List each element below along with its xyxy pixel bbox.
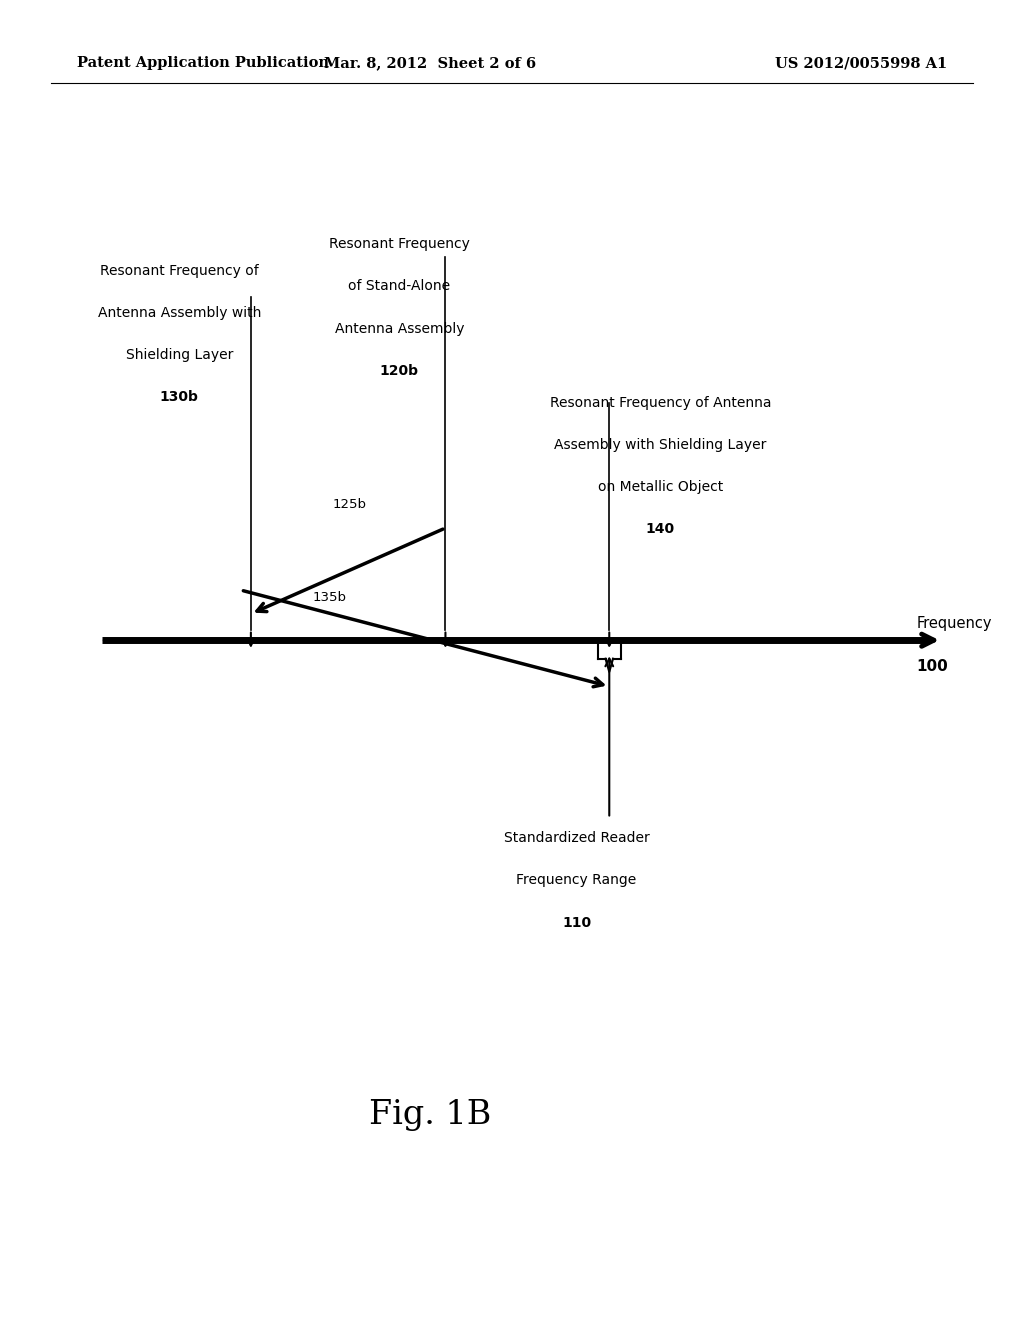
Text: Patent Application Publication: Patent Application Publication [77, 57, 329, 70]
Text: Shielding Layer: Shielding Layer [126, 348, 232, 362]
Text: Mar. 8, 2012  Sheet 2 of 6: Mar. 8, 2012 Sheet 2 of 6 [324, 57, 537, 70]
Text: 125b: 125b [333, 498, 367, 511]
Text: on Metallic Object: on Metallic Object [598, 480, 723, 494]
Text: Antenna Assembly: Antenna Assembly [335, 322, 464, 335]
Text: Antenna Assembly with: Antenna Assembly with [97, 306, 261, 319]
Text: Assembly with Shielding Layer: Assembly with Shielding Layer [554, 438, 767, 451]
Text: Resonant Frequency of Antenna: Resonant Frequency of Antenna [550, 396, 771, 409]
Text: 110: 110 [562, 916, 591, 929]
Text: of Stand-Alone: of Stand-Alone [348, 280, 451, 293]
Text: 120b: 120b [380, 364, 419, 378]
Text: Standardized Reader: Standardized Reader [504, 832, 649, 845]
Text: 130b: 130b [160, 391, 199, 404]
Text: Resonant Frequency: Resonant Frequency [329, 238, 470, 251]
Text: 140: 140 [646, 523, 675, 536]
Text: Resonant Frequency of: Resonant Frequency of [99, 264, 259, 277]
Text: Fig. 1B: Fig. 1B [369, 1100, 492, 1131]
Text: Frequency Range: Frequency Range [516, 874, 637, 887]
Text: 135b: 135b [312, 591, 346, 605]
Text: 100: 100 [916, 659, 948, 675]
Text: Frequency: Frequency [916, 615, 992, 631]
Text: US 2012/0055998 A1: US 2012/0055998 A1 [775, 57, 947, 70]
